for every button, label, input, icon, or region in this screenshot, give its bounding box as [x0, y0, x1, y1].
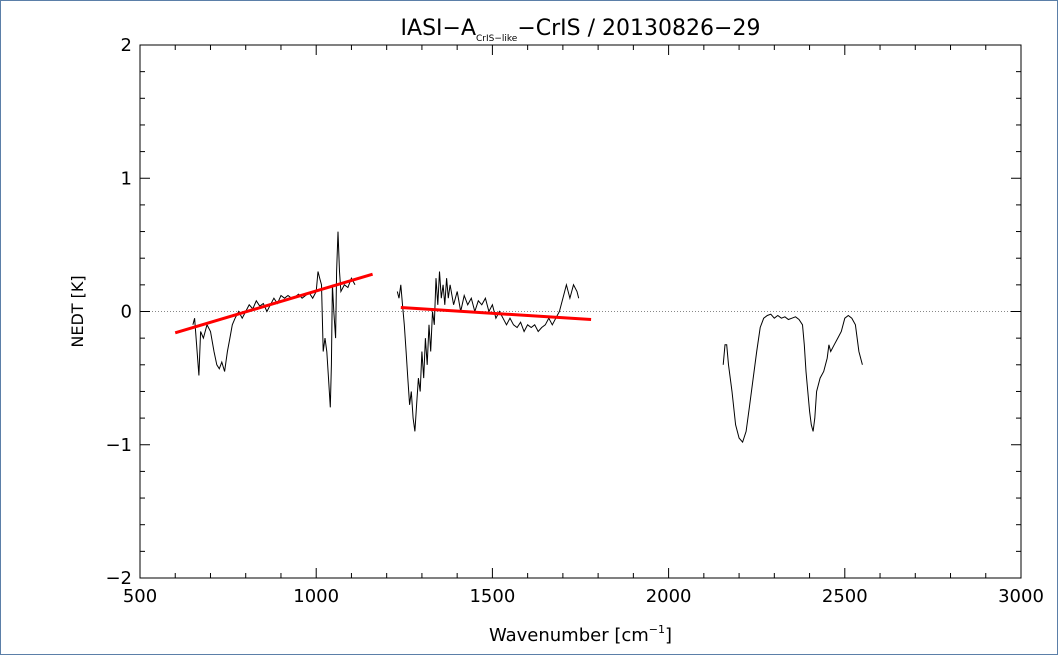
y-tick-label: −2 [105, 568, 132, 589]
x-axis-label-main: Wavenumber [cm [489, 625, 649, 646]
chart-title: IASI−ACrIS−like−CrIS / 20130826−29 [401, 16, 761, 44]
x-tick-label: 1000 [293, 586, 339, 607]
fit-line-3 [174, 272, 374, 335]
x-axis-label: Wavenumber [cm−1] [489, 623, 672, 646]
spectrum-line-1 [396, 271, 580, 432]
spectrum-line-0 [192, 231, 356, 408]
title-suffix: −CrIS / 20130826−29 [517, 16, 760, 41]
y-tick-label: 1 [121, 168, 132, 189]
plot-area: 500 1000 1500 2000 2500 3000 −2 −1 0 1 2 [105, 35, 1043, 607]
title-prefix: IASI−A [401, 16, 476, 41]
x-tick-label: 2000 [646, 586, 692, 607]
x-tick-label: 3000 [998, 586, 1044, 607]
x-axis-label-superscript: −1 [649, 623, 665, 636]
y-tick-label: 2 [121, 35, 132, 56]
y-tick-label: −1 [105, 435, 132, 456]
y-axis-label: NEDT [K] [68, 275, 87, 347]
title-subscript: CrIS−like [476, 34, 518, 44]
x-axis-label-close: ] [665, 625, 672, 646]
spectrum-line-2 [722, 313, 863, 444]
x-tick-label: 1500 [469, 586, 515, 607]
y-tick-label: 0 [121, 302, 132, 323]
x-tick-label: 2500 [822, 586, 868, 607]
x-tick-label: 500 [123, 586, 157, 607]
fit-line-4 [400, 306, 592, 321]
